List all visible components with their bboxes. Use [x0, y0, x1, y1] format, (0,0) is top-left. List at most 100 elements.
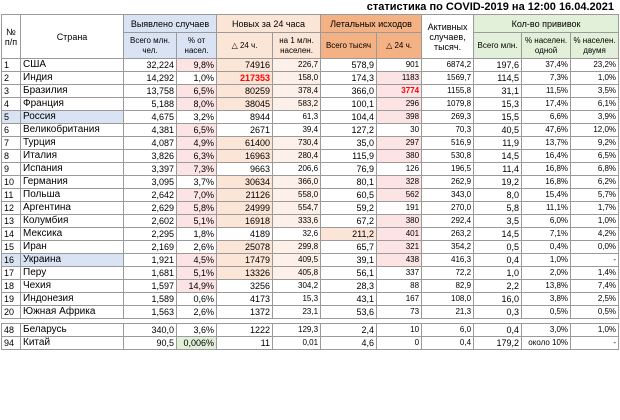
cell-deaths: 59,2: [320, 201, 378, 215]
cell-vac: 15,5: [473, 110, 523, 124]
cell-pct: 3,6%: [175, 323, 218, 337]
header-vac-two: % населен. двумя: [570, 32, 620, 59]
cell-active: 270,0: [421, 201, 475, 215]
header-new24-per-mln: на 1 млн. населен.: [272, 32, 322, 59]
cell-deaths: 2,4: [320, 323, 378, 337]
cell-pct: 0,006%: [175, 336, 218, 350]
cell-new: 4189: [216, 227, 274, 241]
cell-deaths: 104,4: [320, 110, 378, 124]
table-row: 11 Польша 2,642 7,0% 21126 558,0 60,5 562 343,0 8…: [1, 188, 620, 202]
cell-new: 9663: [216, 162, 274, 176]
cell-country: Мексика: [20, 227, 124, 241]
table-row: 48 Беларусь 340,0 3,6% 1222 129,3 2,4 10 6,0 0,4 3…: [1, 323, 620, 337]
cell-new: 217353: [216, 71, 274, 85]
cell-n: 8: [1, 149, 21, 163]
cell-active: 21,3: [421, 305, 475, 319]
cell-d24: 380: [376, 149, 423, 163]
cell-cases: 32,224: [123, 58, 177, 72]
cell-one: 17,4%: [521, 97, 572, 111]
cell-two: 0,0%: [570, 240, 620, 254]
cell-d24: 126: [376, 162, 423, 176]
cell-n: 1: [1, 58, 21, 72]
header-deaths-delta: △ 24 ч.: [376, 32, 423, 59]
cell-active: 343,0: [421, 188, 475, 202]
cell-pct: 5,1%: [175, 214, 218, 228]
cell-d24: 380: [376, 214, 423, 228]
cell-two: 1,4%: [570, 266, 620, 280]
cell-active: 263,2: [421, 227, 475, 241]
header-cases-pct: % от насел.: [175, 32, 218, 59]
header-new24-delta: △ 24 ч.: [216, 32, 274, 59]
cell-country: США: [20, 58, 124, 72]
cell-one: 16,4%: [521, 149, 572, 163]
cell-vac: 1,0: [473, 266, 523, 280]
cell-pct: 6,5%: [175, 84, 218, 98]
cell-country: Индонезия: [20, 292, 124, 306]
cell-cases: 4,675: [123, 110, 177, 124]
cell-per_mln: 23,1: [272, 305, 322, 319]
cell-cases: 2,295: [123, 227, 177, 241]
cell-new: 2671: [216, 123, 274, 137]
cell-active: 516,9: [421, 136, 475, 150]
cell-active: 1155,8: [421, 84, 475, 98]
cell-one: 3,8%: [521, 292, 572, 306]
cell-d24: 438: [376, 253, 423, 267]
cell-per_mln: 378,4: [272, 84, 322, 98]
cell-cases: 1,563: [123, 305, 177, 319]
cell-deaths: 76,9: [320, 162, 378, 176]
cell-pct: 3,2%: [175, 110, 218, 124]
cell-d24: 191: [376, 201, 423, 215]
cell-one: около 10%: [521, 336, 572, 350]
cell-cases: 1,681: [123, 266, 177, 280]
cell-two: 1,7%: [570, 201, 620, 215]
cell-d24: 401: [376, 227, 423, 241]
cell-country: Китай: [20, 336, 124, 350]
cell-two: 9,2%: [570, 136, 620, 150]
cell-new: 74916: [216, 58, 274, 72]
cell-country: Южная Африка: [20, 305, 124, 319]
cell-one: 6,6%: [521, 110, 572, 124]
cell-per_mln: 39,4: [272, 123, 322, 137]
cell-active: 82,9: [421, 279, 475, 293]
cell-new: 16918: [216, 214, 274, 228]
cell-vac: 2,2: [473, 279, 523, 293]
cell-n: 48: [1, 323, 21, 337]
cell-per_mln: 558,0: [272, 188, 322, 202]
cell-cases: 1,589: [123, 292, 177, 306]
covid-stats-table: № п/п Страна Выявлено случаев Новых за 2…: [1, 14, 620, 350]
cell-deaths: 578,9: [320, 58, 378, 72]
table-row: 12 Аргентина 2,629 5,8% 24999 554,7 59,2 191 270…: [1, 201, 620, 215]
cell-d24: 296: [376, 97, 423, 111]
cell-deaths: 39,1: [320, 253, 378, 267]
cell-n: 11: [1, 188, 21, 202]
cell-deaths: 43,1: [320, 292, 378, 306]
cell-two: 7,4%: [570, 279, 620, 293]
cell-one: 16,8%: [521, 162, 572, 176]
cell-pct: 8,0%: [175, 97, 218, 111]
cell-per_mln: 405,8: [272, 266, 322, 280]
header-country: Страна: [20, 14, 124, 59]
cell-n: 4: [1, 97, 21, 111]
cell-two: 3,9%: [570, 110, 620, 124]
cell-d24: 167: [376, 292, 423, 306]
cell-one: 1,0%: [521, 253, 572, 267]
cell-d24: 328: [376, 175, 423, 189]
cell-per_mln: 730,4: [272, 136, 322, 150]
cell-pct: 0,6%: [175, 292, 218, 306]
cell-new: 21126: [216, 188, 274, 202]
cell-active: 1569,7: [421, 71, 475, 85]
cell-vac: 8,0: [473, 188, 523, 202]
cell-vac: 0,3: [473, 305, 523, 319]
cell-active: 354,2: [421, 240, 475, 254]
cell-one: 0,5%: [521, 305, 572, 319]
cell-deaths: 53,6: [320, 305, 378, 319]
table-row: 94 Китай 90,5 0,006% 11 0,01 4,6 0 0,4 179,2 около…: [1, 336, 620, 350]
cell-per_mln: 554,7: [272, 201, 322, 215]
cell-country: Россия: [20, 110, 124, 124]
cell-new: 30634: [216, 175, 274, 189]
cell-country: Аргентина: [20, 201, 124, 215]
table-row: 2 Индия 14,292 1,0% 217353 158,0 174,3 1183 1569…: [1, 71, 620, 85]
header-cases-total: Всего млн. чел.: [123, 32, 177, 59]
cell-vac: 0,4: [473, 323, 523, 337]
table-row: 1 США 32,224 9,8% 74916 226,7 578,9 901 6874,2 19…: [1, 58, 620, 72]
